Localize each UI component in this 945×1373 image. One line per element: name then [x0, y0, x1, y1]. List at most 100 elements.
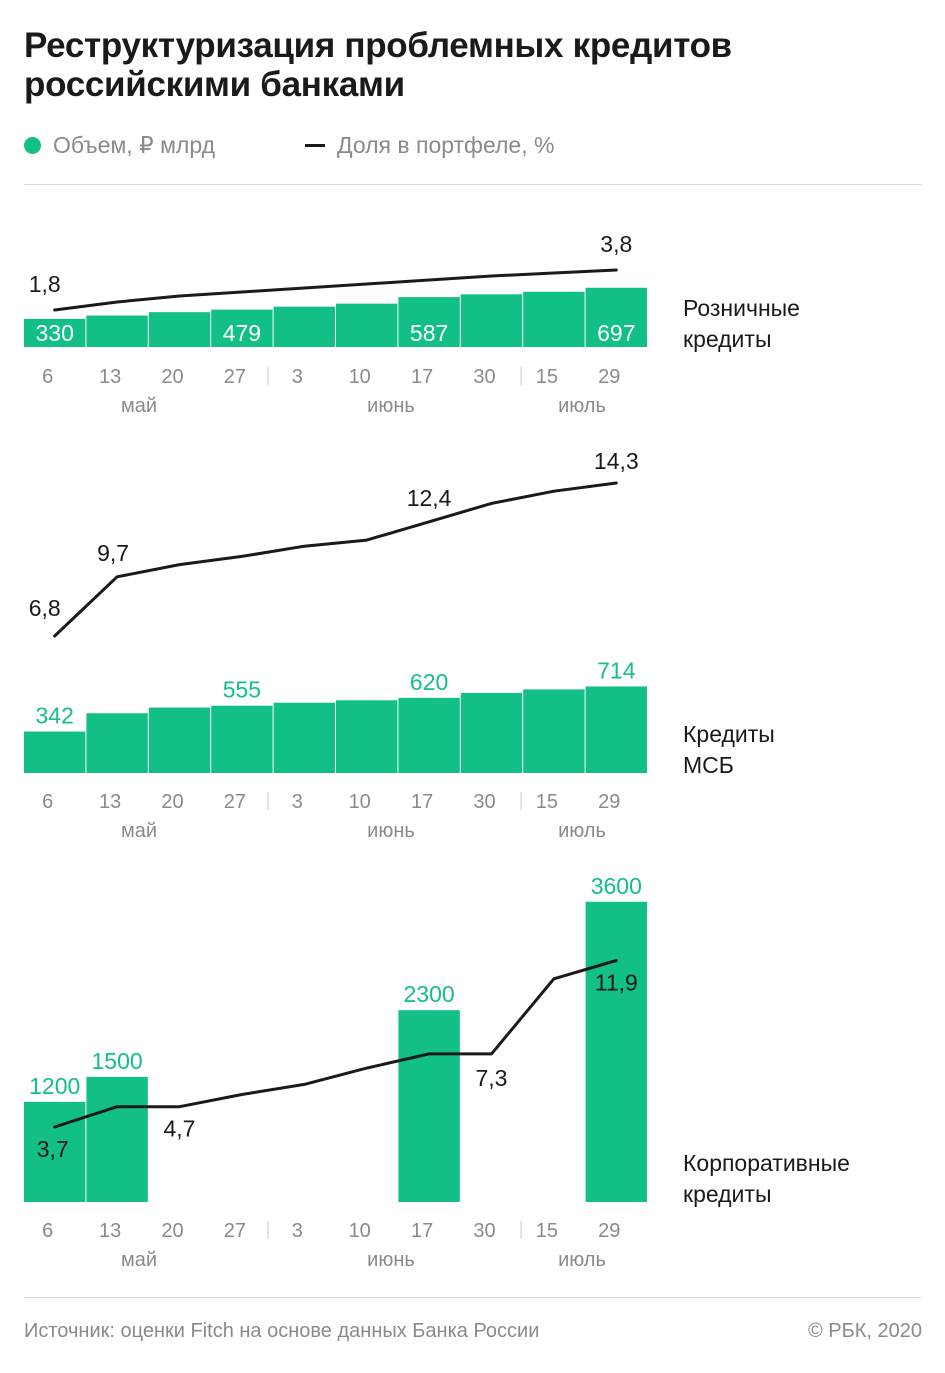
sme-tick-label-4: 3 — [292, 791, 303, 813]
sme-bar-label-3: 555 — [223, 677, 261, 703]
corporate-bar-9 — [585, 901, 647, 1202]
retail-tick-label-7: 30 — [473, 366, 495, 388]
sme-bar-3 — [211, 705, 273, 773]
retail-share-label-9: 3,8 — [600, 231, 632, 257]
legend-volume-label: Объем, ₽ млрд — [53, 131, 215, 158]
retail-label-line-1: Розничные — [683, 295, 800, 321]
retail-month-label-1: июнь — [367, 395, 415, 417]
sme-share-label-1: 9,7 — [97, 540, 129, 566]
retail-tick-label-0: 6 — [42, 366, 53, 388]
retail-share-line — [53, 268, 618, 312]
sme-tick-label-0: 6 — [42, 791, 53, 813]
sme-tick-label-3: 27 — [224, 791, 246, 813]
retail-bar-6 — [398, 297, 460, 347]
sme-bar-9 — [585, 686, 647, 773]
corporate-share-line — [53, 959, 618, 1129]
corporate-bar-6 — [398, 1010, 460, 1202]
sme-bar-6 — [398, 697, 460, 773]
sme-bar-5 — [336, 700, 398, 773]
retail-tick-label-6: 17 — [411, 366, 433, 388]
corporate-month-label-0: май — [121, 1249, 157, 1271]
sme-bar-8 — [523, 689, 585, 773]
legend-volume: Объем, ₽ млрд — [24, 130, 215, 160]
share-legend-marker — [305, 143, 325, 147]
sme-label-line-1: Кредиты — [683, 721, 775, 747]
chart-title: Реструктуризация проблемных кредитов рос… — [24, 26, 732, 104]
corporate-bar-0 — [24, 1101, 86, 1202]
retail-bar-3 — [211, 309, 273, 347]
retail-bar-8 — [523, 291, 585, 347]
retail-bar-7 — [460, 294, 523, 347]
corporate-share-label-2: 4,7 — [164, 1116, 196, 1142]
retail-month-label-0: май — [121, 395, 157, 417]
sme-tick-label-1: 13 — [99, 791, 121, 813]
sme-share-label-6: 12,4 — [407, 485, 452, 511]
sme-bar-4 — [273, 702, 335, 773]
retail-tick-label-2: 20 — [161, 366, 183, 388]
corporate-month-label-1: июнь — [367, 1249, 415, 1271]
retail-bar-0 — [24, 318, 86, 347]
sme-tick-label-6: 17 — [411, 791, 433, 813]
corporate-tick-label-2: 20 — [161, 1220, 183, 1242]
retail-bar-4 — [273, 306, 335, 347]
sme-label-line-2: МСБ — [683, 752, 734, 778]
corporate-bar-label-0: 1200 — [29, 1073, 80, 1099]
corporate-label-line-1: Корпоративные — [683, 1150, 850, 1176]
retail-bar-label-3: 479 — [223, 320, 261, 346]
sme-month-label-1: июнь — [367, 820, 415, 842]
sme-share-line — [53, 481, 618, 638]
corporate-tick-label-8: 15 — [536, 1220, 558, 1242]
corporate-tick-label-7: 30 — [473, 1220, 495, 1242]
sme-share-label-0: 6,8 — [29, 595, 61, 621]
corporate-share-label-7: 7,3 — [476, 1065, 508, 1091]
retail-bar-2 — [148, 312, 211, 347]
corporate-bar-label-9: 3600 — [591, 873, 642, 899]
sme-tick-label-7: 30 — [473, 791, 495, 813]
retail-bar-1 — [86, 315, 148, 347]
corporate-tick-label-0: 6 — [42, 1220, 53, 1242]
retail-bar-label-9: 697 — [597, 320, 635, 346]
legend-share: Доля в портфеле, % — [305, 130, 554, 160]
retail-bar-label-0: 330 — [36, 320, 74, 346]
corporate-share-label-9: 11,9 — [595, 970, 638, 996]
bottom-divider — [24, 1297, 922, 1298]
corporate-bar-label-1: 1500 — [92, 1048, 143, 1074]
sme-tick-label-5: 10 — [349, 791, 371, 813]
retail-tick-label-1: 13 — [99, 366, 121, 388]
retail-bar-9 — [585, 287, 647, 347]
retail-bar-label-6: 587 — [410, 320, 448, 346]
retail-tick-label-9: 29 — [598, 366, 620, 388]
top-divider — [24, 184, 922, 185]
corporate-tick-label-6: 17 — [411, 1220, 433, 1242]
corporate-tick-label-1: 13 — [99, 1220, 121, 1242]
retail-tick-label-5: 10 — [349, 366, 371, 388]
sme-bar-1 — [86, 713, 148, 773]
sme-tick-label-9: 29 — [598, 791, 620, 813]
corporate-bar-1 — [86, 1076, 148, 1202]
retail-bar-5 — [336, 303, 398, 347]
corporate-tick-label-5: 10 — [349, 1220, 371, 1242]
retail-month-label-2: июль — [558, 395, 606, 417]
corporate-bar-label-6: 2300 — [404, 981, 455, 1007]
corporate-tick-label-4: 3 — [292, 1220, 303, 1242]
sme-bar-label-6: 620 — [410, 669, 448, 695]
sme-month-label-2: июль — [558, 820, 606, 842]
corporate-tick-label-9: 29 — [598, 1220, 620, 1242]
retail-label-line-2: кредиты — [683, 326, 772, 352]
retail-panel-label: Розничные кредиты — [683, 293, 800, 355]
sme-tick-label-8: 15 — [536, 791, 558, 813]
retail-tick-label-3: 27 — [224, 366, 246, 388]
sme-bar-7 — [460, 693, 523, 773]
sme-share-label-9: 14,3 — [594, 448, 639, 474]
corporate-share-label-0: 3,7 — [37, 1136, 69, 1162]
source-note: Источник: оценки Fitch на основе данных … — [24, 1320, 540, 1342]
sme-bar-label-0: 342 — [36, 703, 74, 729]
sme-bar-0 — [24, 731, 86, 773]
volume-legend-marker — [24, 136, 41, 154]
copyright: © РБК, 2020 — [807, 1320, 922, 1342]
corporate-month-label-2: июль — [558, 1249, 606, 1271]
sme-tick-label-2: 20 — [161, 791, 183, 813]
retail-tick-label-4: 3 — [292, 366, 303, 388]
retail-tick-label-8: 15 — [536, 366, 558, 388]
